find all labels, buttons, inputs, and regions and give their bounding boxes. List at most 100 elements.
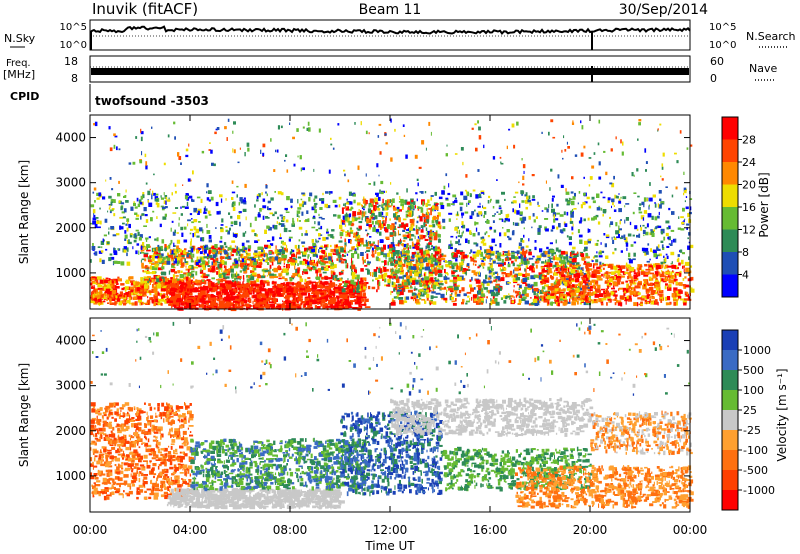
- range-cell: [551, 203, 553, 208]
- range-cell: [430, 245, 433, 248]
- range-cell: [99, 279, 104, 284]
- range-cell: [390, 262, 394, 266]
- range-cell: [420, 225, 424, 228]
- range-cell: [177, 270, 181, 274]
- range-cell: [325, 305, 332, 308]
- range-cell: [416, 251, 420, 256]
- range-cell: [484, 211, 487, 215]
- range-cell: [532, 288, 534, 293]
- range-cell: [426, 219, 430, 223]
- range-cell: [346, 232, 350, 236]
- range-cell: [425, 289, 429, 293]
- range-cell: [444, 272, 448, 274]
- range-cell: [296, 213, 299, 217]
- range-cell: [401, 285, 404, 289]
- range-cell: [270, 251, 275, 255]
- range-cell: [618, 208, 622, 213]
- range-cell: [581, 256, 585, 261]
- range-cell: [213, 299, 216, 304]
- range-cell: [338, 287, 344, 291]
- range-cell: [389, 199, 392, 204]
- range-cell: [375, 192, 379, 196]
- range-cell: [237, 295, 242, 299]
- range-cell: [204, 274, 210, 277]
- range-cell: [338, 306, 342, 310]
- range-cell: [650, 229, 653, 231]
- range-cell: [465, 238, 468, 243]
- range-cell: [422, 253, 425, 258]
- range-cell: [361, 211, 366, 217]
- range-cell: [184, 206, 189, 209]
- range-cell: [492, 215, 496, 217]
- range-cell: [679, 249, 683, 253]
- range-cell: [638, 233, 641, 238]
- range-cell: [189, 284, 192, 288]
- range-cell: [314, 284, 321, 289]
- range-cell: [441, 265, 444, 270]
- range-cell: [670, 251, 675, 256]
- range-cell: [340, 219, 342, 225]
- range-cell: [93, 276, 99, 280]
- range-cell: [133, 296, 137, 300]
- range-cell: [109, 303, 115, 305]
- range-cell: [570, 213, 574, 218]
- range-cell: [100, 284, 103, 288]
- range-cell: [451, 300, 456, 303]
- range-cell: [410, 282, 413, 285]
- range-cell: [340, 293, 345, 296]
- range-cell: [456, 293, 461, 297]
- range-cell: [519, 284, 522, 289]
- range-cell: [289, 305, 295, 310]
- range-cell: [484, 249, 489, 254]
- range-cell: [439, 253, 444, 258]
- range-cell: [107, 302, 110, 304]
- range-cell: [489, 271, 493, 275]
- range-cell: [136, 294, 139, 300]
- range-cell: [405, 286, 410, 289]
- range-cell: [521, 221, 523, 224]
- range-cell: [596, 207, 601, 211]
- range-cell: [309, 295, 316, 299]
- range-cell: [210, 247, 213, 249]
- range-cell: [328, 259, 331, 264]
- range-cell: [407, 209, 410, 213]
- range-cell: [509, 270, 513, 276]
- range-cell: [377, 220, 381, 226]
- range-cell: [147, 190, 151, 196]
- range-cell: [438, 248, 442, 254]
- range-cell: [165, 257, 167, 260]
- range-cell: [321, 266, 326, 271]
- range-cell: [477, 232, 480, 236]
- range-cell: [210, 294, 214, 298]
- range-cell: [167, 252, 169, 255]
- range-cell: [90, 222, 93, 225]
- range-cell: [157, 292, 160, 296]
- range-cell: [459, 250, 464, 253]
- range-cell: [437, 269, 443, 273]
- range-cell: [249, 256, 254, 259]
- range-cell: [321, 218, 325, 220]
- range-cell: [349, 249, 353, 252]
- range-cell: [330, 266, 335, 270]
- range-cell: [314, 281, 318, 286]
- range-cell: [258, 264, 262, 268]
- range-cell: [338, 272, 342, 276]
- range-cell: [373, 225, 376, 230]
- range-cell: [424, 300, 427, 304]
- range-cell: [97, 288, 101, 290]
- range-cell: [403, 279, 408, 284]
- range-cell: [419, 282, 423, 287]
- range-cell: [362, 277, 366, 281]
- range-cell: [264, 244, 269, 248]
- range-cell: [341, 301, 343, 304]
- range-cell: [632, 258, 636, 261]
- range-cell: [259, 287, 262, 292]
- range-cell: [234, 283, 239, 287]
- range-cell: [290, 257, 293, 262]
- range-cell: [220, 227, 223, 229]
- range-cell: [321, 276, 324, 280]
- range-cell: [292, 217, 294, 223]
- range-cell: [266, 283, 270, 286]
- range-cell: [124, 286, 129, 290]
- range-cell: [360, 242, 364, 245]
